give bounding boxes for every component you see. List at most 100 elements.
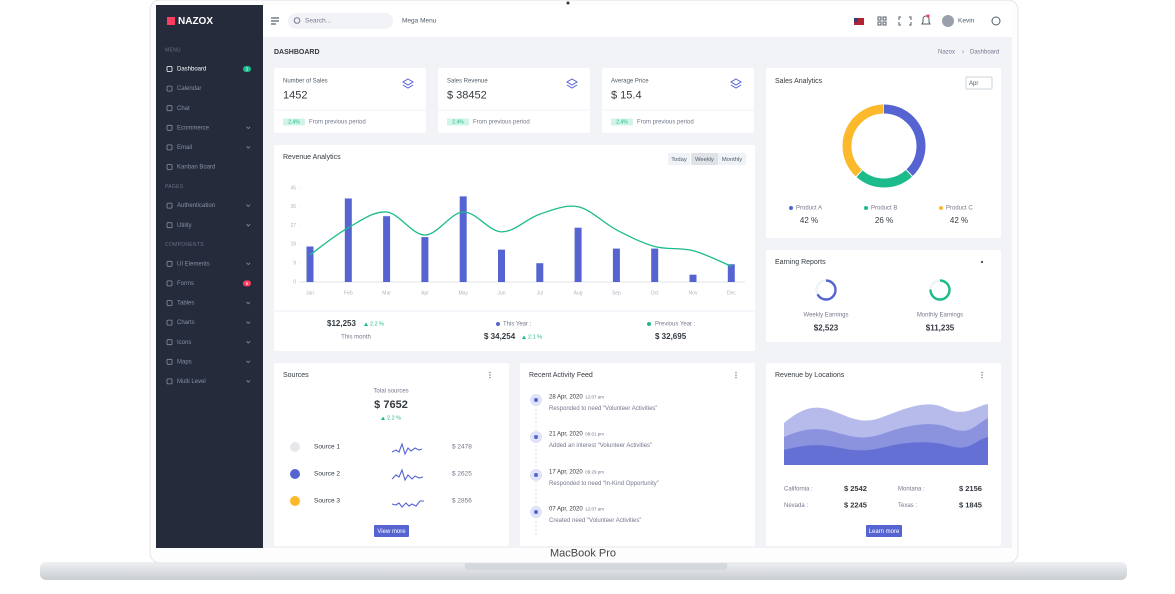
menu-chevron (246, 301, 251, 305)
activity-date: 28 Apr, 2020 (549, 395, 583, 401)
notification-dot (926, 14, 930, 18)
source-name: Source 2 (314, 471, 340, 478)
button[interactable] (374, 525, 409, 537)
y-tick-label: 0 (293, 279, 296, 285)
earning-value: $2,523 (814, 324, 839, 333)
menu-item[interactable]: Charts (177, 320, 195, 326)
mega-menu[interactable]: Mega Menu (402, 18, 437, 25)
menu-chevron (246, 340, 251, 344)
period-label[interactable]: Weekly (695, 157, 714, 163)
menu-chevron (246, 223, 251, 227)
x-tick-label: Jan (306, 290, 314, 296)
menu-item[interactable]: Email (177, 145, 192, 151)
value-label: 26 % (875, 216, 893, 225)
bar (727, 264, 735, 282)
period-label[interactable]: Today (671, 157, 687, 163)
legend-dot (647, 322, 651, 326)
stat-icon (566, 78, 578, 89)
menu-icon (166, 85, 173, 92)
location-value: $ 2245 (844, 500, 867, 509)
stat-label: Sales Revenue (447, 79, 488, 85)
legend-label: Product B (871, 206, 897, 212)
up-arrow (522, 335, 526, 339)
logo-icon (167, 17, 175, 25)
activity-text: Added an interest “Volunteer Activities” (549, 443, 652, 449)
stat-change: 2.4% (288, 120, 300, 126)
x-tick-label: Aug (574, 290, 583, 296)
menu-item[interactable]: Authentication (177, 203, 215, 209)
stat-note: From previous period (309, 120, 366, 126)
menu-icon (166, 66, 173, 72)
bar (344, 198, 352, 282)
donut-segment (842, 104, 926, 188)
legend-dot (496, 322, 500, 326)
user-name[interactable]: Kevin (958, 18, 975, 25)
menu-item[interactable]: Icons (177, 340, 191, 346)
y-tick-label: 36 (290, 204, 296, 210)
search-placeholder: Search... (305, 18, 331, 25)
period-label[interactable]: Monthly (722, 157, 742, 163)
y-tick-label: 27 (290, 223, 296, 229)
breadcrumb: Dashboard (970, 50, 999, 56)
x-tick-label: Apr (421, 290, 429, 296)
x-tick-label: Jul (537, 290, 543, 296)
menu-item[interactable]: Dashboard (177, 67, 206, 73)
menu-icon (166, 164, 173, 170)
breadcrumb[interactable]: Nazox (938, 50, 955, 56)
menu-chevron (246, 204, 251, 207)
menu-item[interactable]: Calendar (177, 86, 201, 92)
source-value: $ 2625 (452, 471, 472, 478)
period-button[interactable] (718, 153, 746, 165)
activity-date: 07 Apr, 2020 (549, 507, 583, 513)
bar (574, 227, 582, 282)
hamburger[interactable] (271, 17, 279, 25)
period-button[interactable] (691, 153, 718, 165)
activity-text: Created need “Volunteer Activities” (549, 518, 641, 524)
select[interactable] (965, 76, 993, 90)
flag[interactable] (854, 18, 864, 25)
menu-item[interactable]: Ecommerce (177, 125, 210, 131)
bar (421, 237, 429, 282)
search-box[interactable] (288, 13, 393, 29)
activity-text: Responded to need “Volunteer Activities” (549, 406, 657, 412)
menu-item[interactable]: Tables (177, 301, 194, 307)
sparkline (391, 500, 424, 508)
sidebar-section-label: COMPONENTS (165, 242, 204, 248)
activity-text: Responded to need “In-Kind Opportunity” (549, 481, 659, 487)
stat-label: Number of Sales (283, 79, 328, 85)
x-tick-label: Sep (612, 290, 621, 296)
value-label: 42 % (950, 216, 968, 225)
menu-item[interactable]: Maps (177, 359, 192, 365)
menu-item[interactable]: Chat (177, 106, 190, 112)
stat-icon (730, 78, 742, 89)
sidebar-section-label: MENU (165, 47, 181, 53)
activity-date: 21 Apr, 2020 (549, 432, 583, 438)
source-name: Source 1 (314, 444, 340, 451)
menu-item[interactable]: Kanban Board (177, 165, 215, 171)
period-button[interactable] (668, 153, 690, 165)
menu-chevron (246, 321, 251, 324)
total-value: $ 7652 (374, 399, 408, 411)
legend-dot (864, 206, 868, 210)
change-badge (283, 118, 305, 126)
menu-item[interactable]: Multi Level (177, 379, 206, 385)
legend-dot (939, 206, 943, 210)
menu-icon (166, 260, 173, 267)
select-value[interactable]: Apr (969, 81, 978, 87)
earning-value: $11,235 (926, 324, 955, 333)
button-label[interactable]: View more (377, 529, 406, 535)
avatar[interactable] (942, 15, 954, 27)
location-name: Nevada : (784, 503, 808, 509)
card (438, 68, 590, 133)
location-name: Montana : (898, 487, 925, 493)
menu-item[interactable]: UI Elements (177, 261, 210, 267)
button-label[interactable]: Learn more (869, 529, 900, 535)
menu-item[interactable]: Utility (177, 223, 192, 229)
button[interactable] (866, 525, 902, 537)
activity-icon-dot (534, 473, 538, 477)
menu-item[interactable]: Forms (177, 281, 194, 287)
activity-time: 09:29 pm (585, 470, 604, 475)
menu-chevron (246, 380, 251, 383)
menu-chevron (246, 360, 251, 364)
